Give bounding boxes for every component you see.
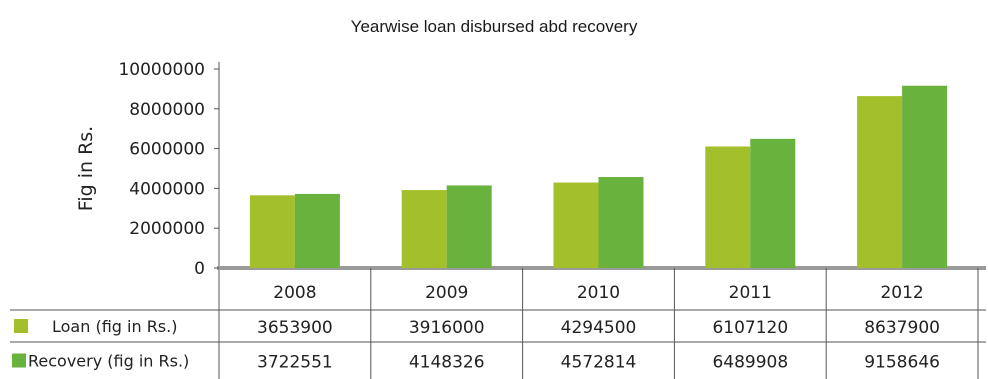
data-label: 4572814 xyxy=(561,353,637,373)
bar-recovery-2009 xyxy=(446,185,492,268)
x-tick-label: 2012 xyxy=(880,283,923,303)
data-label: 4294500 xyxy=(561,318,637,338)
x-tick-label: 2010 xyxy=(577,283,620,303)
data-label: 9158646 xyxy=(864,353,940,373)
data-label: 3722551 xyxy=(257,353,333,373)
data-label: 4148326 xyxy=(409,353,485,373)
legend-label-loan: Loan (fig in Rs.) xyxy=(52,317,177,336)
y-tick-label: 0 xyxy=(194,259,205,279)
y-tick-label: 8000000 xyxy=(129,100,205,120)
y-axis-ticks: 0 2000000 4000000 6000000 8000000 10000000 xyxy=(118,60,219,279)
y-tick-label: 4000000 xyxy=(129,179,205,199)
data-label: 6489908 xyxy=(712,353,788,373)
bar-recovery-2010 xyxy=(598,177,644,268)
data-label: 8637900 xyxy=(864,318,940,338)
bar-loan-2012 xyxy=(857,96,903,268)
bar-recovery-2012 xyxy=(902,85,948,268)
bars xyxy=(249,85,948,268)
x-tick-label: 2008 xyxy=(273,283,316,303)
x-tick-label: 2011 xyxy=(729,283,772,303)
bar-loan-2008 xyxy=(249,195,295,268)
bar-loan-2011 xyxy=(705,146,751,268)
data-table: 2008 2009 2010 2011 2012 Loan (fig in Rs.) 365… xyxy=(10,268,986,379)
chart-title: Yearwise loan disbursed abd recovery xyxy=(350,17,638,36)
data-label: 3916000 xyxy=(409,318,485,338)
axes: Fig in Rs. xyxy=(75,62,986,379)
legend-label-recovery: Recovery (fig in Rs.) xyxy=(28,352,189,371)
bar-loan-2009 xyxy=(401,190,447,268)
y-tick-label: 6000000 xyxy=(129,140,205,160)
x-tick-label: 2009 xyxy=(425,283,468,303)
data-label: 6107120 xyxy=(712,318,788,338)
y-tick-label: 10000000 xyxy=(118,60,205,80)
data-label: 3653900 xyxy=(257,318,333,338)
bar-loan-2010 xyxy=(553,182,599,268)
legend-swatch-loan xyxy=(14,319,28,333)
y-axis-label: Fig in Rs. xyxy=(75,126,97,211)
legend-swatch-recovery xyxy=(12,353,26,368)
bar-recovery-2008 xyxy=(294,193,340,268)
bar-recovery-2011 xyxy=(750,138,796,268)
y-tick-label: 2000000 xyxy=(129,219,205,239)
